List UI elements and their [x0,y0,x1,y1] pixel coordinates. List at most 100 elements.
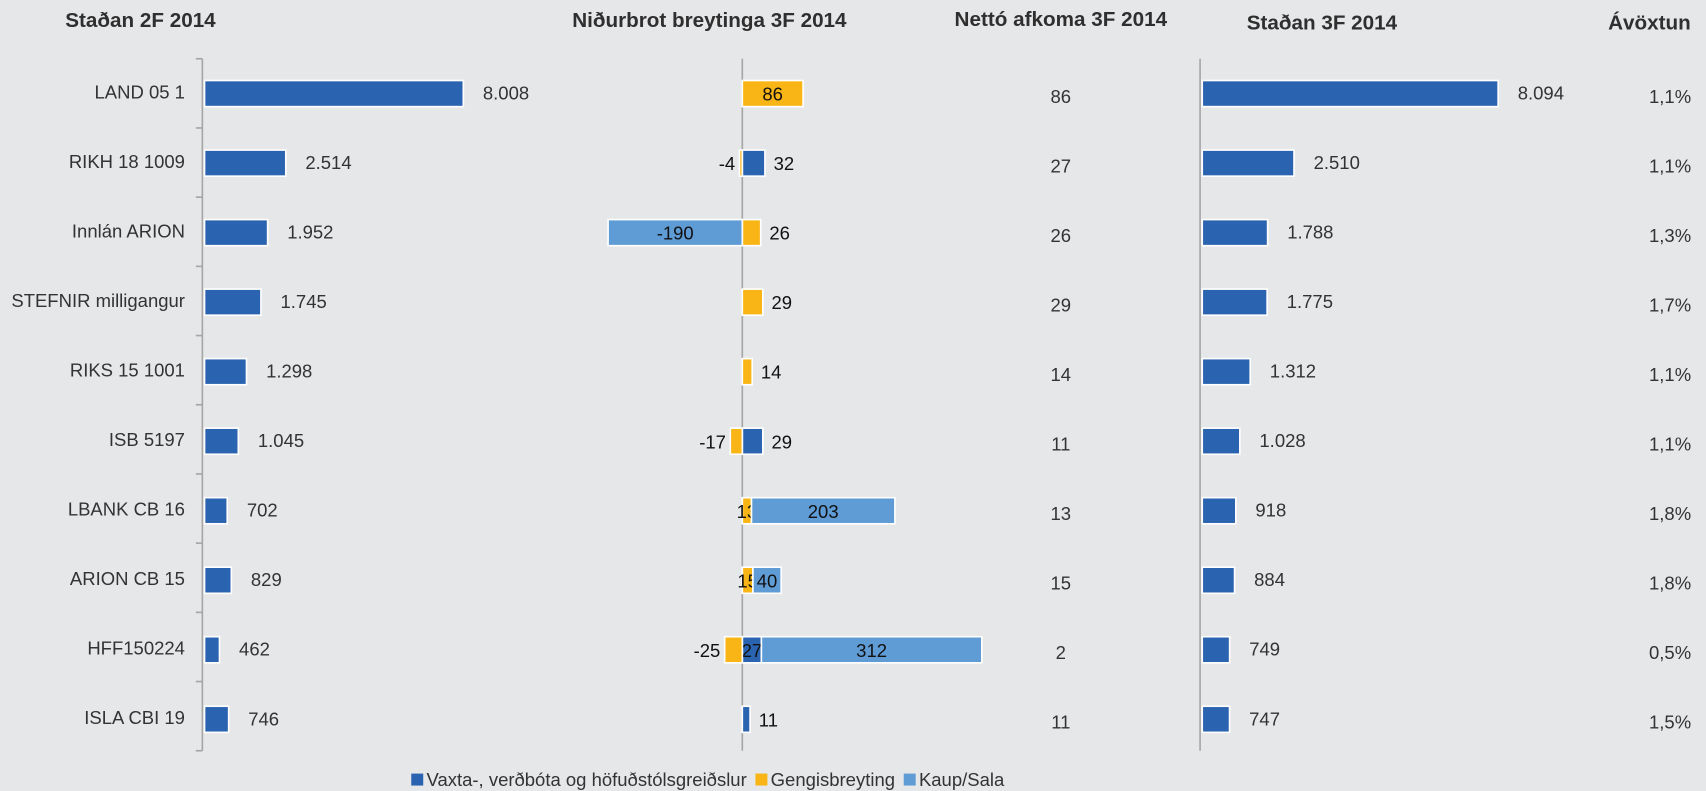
bar [1201,218,1269,247]
legend-label: Kaup/Sala [919,769,1005,790]
category-label: STEFNIR milligangur [11,290,185,311]
data-label: 918 [1255,500,1286,521]
panel-title: Nettó afkoma 3F 2014 [954,8,1168,32]
value-text: 26 [1051,225,1072,246]
data-label: 40 [757,570,778,591]
data-label: 1.045 [258,430,304,451]
bar [203,288,262,317]
value-text: 29 [1051,294,1072,315]
panel-title: Staðan 2F 2014 [65,9,216,32]
value-text: 27 [1051,155,1072,176]
bar-segment [738,149,744,177]
bar-segment [729,427,744,456]
panel-title-box: Nettó afkoma 3F 2014 [954,8,1168,32]
data-label: 884 [1254,569,1285,590]
category-label: RIKS 15 1001 [70,360,185,381]
data-label: 32 [774,153,795,174]
bar-segment [741,218,762,247]
bar [1201,357,1252,386]
value-text: 0,5% [1649,642,1691,663]
value-text: 1,1% [1649,433,1691,454]
category-label: Innlán ARION [72,221,185,242]
data-label: 29 [772,292,793,313]
data-label: 8.094 [1518,83,1564,104]
bar-segment [723,635,744,664]
legend-swatch [411,773,424,786]
value-text: 1,1% [1649,155,1691,176]
panel-title: Niðurbrot breytinga 3F 2014 [572,9,847,32]
data-label: 749 [1249,639,1280,660]
data-label: 1.788 [1287,222,1333,243]
data-label: -4 [719,153,735,174]
value-text: 86 [1051,86,1072,107]
bar-segment [741,427,764,456]
data-label: 27 [742,640,763,661]
bar [203,496,229,525]
data-label: 702 [247,500,278,521]
category-label: HFF150224 [87,638,185,659]
value-text: 2 [1056,642,1066,663]
bar-segment [741,149,766,177]
data-label: 2.510 [1314,152,1360,173]
category-label: LAND 05 1 [95,81,185,102]
value-text: 1,8% [1649,503,1691,524]
value-text: 1,7% [1649,294,1691,315]
data-label: 746 [248,708,279,729]
category-label: LBANK CB 16 [68,499,185,520]
bar [203,357,248,386]
data-label: -25 [694,640,721,661]
data-label: 1.745 [281,291,327,312]
bar-segment [760,635,983,664]
data-label: -17 [699,431,726,452]
bar [1201,635,1231,664]
value-text: 1,5% [1649,712,1691,733]
panel-title: Ávöxtun [1608,11,1691,34]
bar [203,427,240,456]
bar [1201,79,1499,108]
data-label: 14 [761,362,782,383]
data-label: 1.312 [1270,361,1316,382]
data-label: -190 [657,223,694,244]
bar [203,705,230,734]
data-label: 1.775 [1287,291,1333,312]
bar [203,149,287,177]
bar-segment [741,357,754,386]
data-label: 29 [772,431,793,452]
legend-label: Gengisbreyting [771,769,895,790]
data-label: 26 [769,223,790,244]
bar [203,79,465,108]
value-text: 1,1% [1649,364,1691,385]
category-label: ARION CB 15 [70,568,185,589]
bar-segment [750,496,896,525]
value-text: 13 [1051,503,1072,524]
data-label: 462 [239,639,270,660]
value-text: 1,8% [1649,572,1691,593]
bar-segment [741,705,751,734]
value-text: 1,3% [1649,225,1691,246]
value-text: 1,1% [1649,86,1691,107]
data-label: 8.008 [483,83,529,104]
bar-segment [741,79,804,108]
bar [1201,288,1268,317]
value-text: 15 [1051,572,1072,593]
bar [1201,705,1231,734]
bar [1201,149,1295,177]
data-label: 829 [251,569,282,590]
legend-swatch [903,773,916,786]
category-label: RIKH 18 1009 [69,151,185,172]
legend-label: Vaxta-, verðbóta og höfuðstólsgreiðslur [427,769,747,790]
bar [1201,566,1236,595]
bar-segment [752,566,782,595]
value-text: 11 [1051,433,1070,454]
data-label: 312 [856,640,887,661]
bar-segment [741,288,764,317]
bar [1201,496,1237,525]
legend-swatch [755,773,768,786]
bar-segment [607,218,744,247]
data-label: 747 [1249,708,1280,729]
data-label: 1.952 [287,222,333,243]
data-label: 11 [759,709,778,730]
bar [203,218,269,247]
